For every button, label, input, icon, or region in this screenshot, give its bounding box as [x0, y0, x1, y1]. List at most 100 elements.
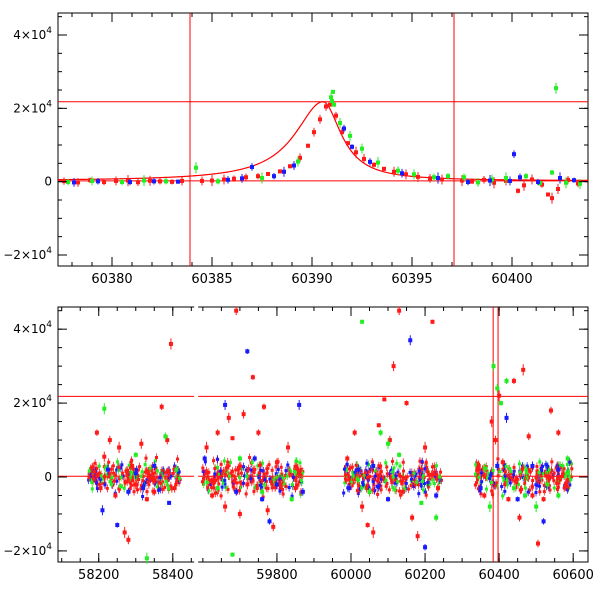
- green-data-point: [237, 456, 242, 461]
- red-data-point: [430, 319, 435, 324]
- noise-point: [244, 468, 248, 472]
- noise-point: [159, 481, 163, 485]
- noise-point: [109, 467, 113, 471]
- noise-point: [105, 465, 109, 469]
- y-tick-label: 2×104: [13, 394, 52, 410]
- noise-point: [264, 486, 268, 490]
- x-tick-label: 59800: [256, 568, 297, 583]
- blue-data-point: [558, 176, 562, 180]
- noise-point: [371, 488, 375, 492]
- noise-point: [425, 465, 429, 469]
- noise-point: [105, 474, 109, 478]
- noise-point: [486, 476, 490, 480]
- noise-point: [526, 490, 530, 494]
- blue-data-point: [100, 508, 105, 513]
- noise-point: [421, 474, 425, 478]
- noise-point: [384, 461, 388, 465]
- noise-point: [125, 472, 129, 476]
- noise-point: [150, 469, 154, 473]
- noise-point: [388, 476, 392, 480]
- noise-point: [217, 482, 221, 486]
- noise-point: [479, 475, 483, 479]
- noise-point: [540, 475, 544, 479]
- noise-point: [249, 477, 253, 481]
- green-data-point: [174, 467, 179, 472]
- red-data-point: [500, 460, 505, 465]
- noise-point: [391, 486, 395, 490]
- blue-data-point: [245, 349, 250, 354]
- blue-data-point: [292, 163, 296, 168]
- green-data-point: [554, 86, 558, 91]
- noise-point: [200, 480, 204, 484]
- noise-point: [139, 474, 143, 478]
- green-data-point: [491, 364, 496, 369]
- noise-point: [560, 472, 564, 476]
- blue-data-point: [572, 178, 576, 183]
- noise-point: [95, 466, 99, 470]
- noise-point: [97, 482, 101, 486]
- red-data-point: [107, 438, 112, 443]
- noise-point: [360, 486, 364, 490]
- noise-point: [212, 477, 216, 481]
- noise-point: [535, 469, 539, 473]
- green-data-point: [504, 176, 508, 180]
- noise-point: [213, 491, 217, 495]
- noise-point: [299, 467, 303, 471]
- noise-point: [475, 481, 479, 485]
- noise-point: [351, 481, 355, 485]
- noise-point: [256, 464, 260, 468]
- noise-point: [110, 475, 114, 479]
- noise-point: [391, 459, 395, 463]
- noise-point: [423, 467, 427, 471]
- green-data-point: [396, 168, 400, 173]
- noise-point: [288, 472, 292, 476]
- red-data-point: [423, 445, 428, 450]
- noise-point: [209, 482, 213, 486]
- noise-point: [230, 469, 234, 473]
- noise-point: [229, 471, 233, 475]
- red-data-point: [130, 463, 135, 468]
- noise-point: [257, 471, 261, 475]
- noise-point: [244, 492, 248, 496]
- blue-data-point: [515, 497, 520, 502]
- noise-point: [343, 481, 347, 485]
- red-data-point: [346, 141, 350, 146]
- green-data-point: [164, 179, 168, 184]
- noise-point: [249, 480, 253, 484]
- red-data-point: [102, 454, 107, 459]
- red-data-point: [274, 460, 279, 465]
- noise-point: [476, 487, 480, 491]
- noise-point: [164, 470, 168, 474]
- blue-data-point: [536, 180, 540, 185]
- noise-point: [398, 489, 402, 493]
- red-data-point: [482, 493, 487, 498]
- red-data-point: [62, 179, 66, 184]
- noise-point: [121, 474, 125, 478]
- noise-point: [129, 470, 133, 474]
- noise-point: [503, 463, 507, 467]
- red-data-point: [404, 401, 409, 406]
- noise-point: [393, 476, 397, 480]
- noise-point: [570, 467, 574, 471]
- noise-point: [212, 480, 216, 484]
- noise-point: [148, 466, 152, 470]
- noise-point: [547, 479, 551, 483]
- noise-point: [394, 474, 398, 478]
- noise-point: [404, 481, 408, 485]
- noise-point: [381, 475, 385, 479]
- noise-point: [212, 459, 216, 463]
- noise-point: [238, 486, 242, 490]
- noise-point: [261, 469, 265, 473]
- y-tick-mantissa: −2×10: [3, 544, 46, 558]
- noise-point: [169, 474, 173, 478]
- red-data-point: [76, 180, 80, 185]
- noise-point: [479, 492, 483, 496]
- noise-point: [228, 474, 232, 478]
- blue-data-point: [223, 402, 228, 407]
- blue-data-point: [297, 402, 302, 407]
- noise-point: [565, 462, 569, 466]
- noise-point: [204, 469, 208, 473]
- green-data-point: [378, 430, 383, 435]
- noise-point: [252, 470, 256, 474]
- noise-point: [168, 471, 172, 475]
